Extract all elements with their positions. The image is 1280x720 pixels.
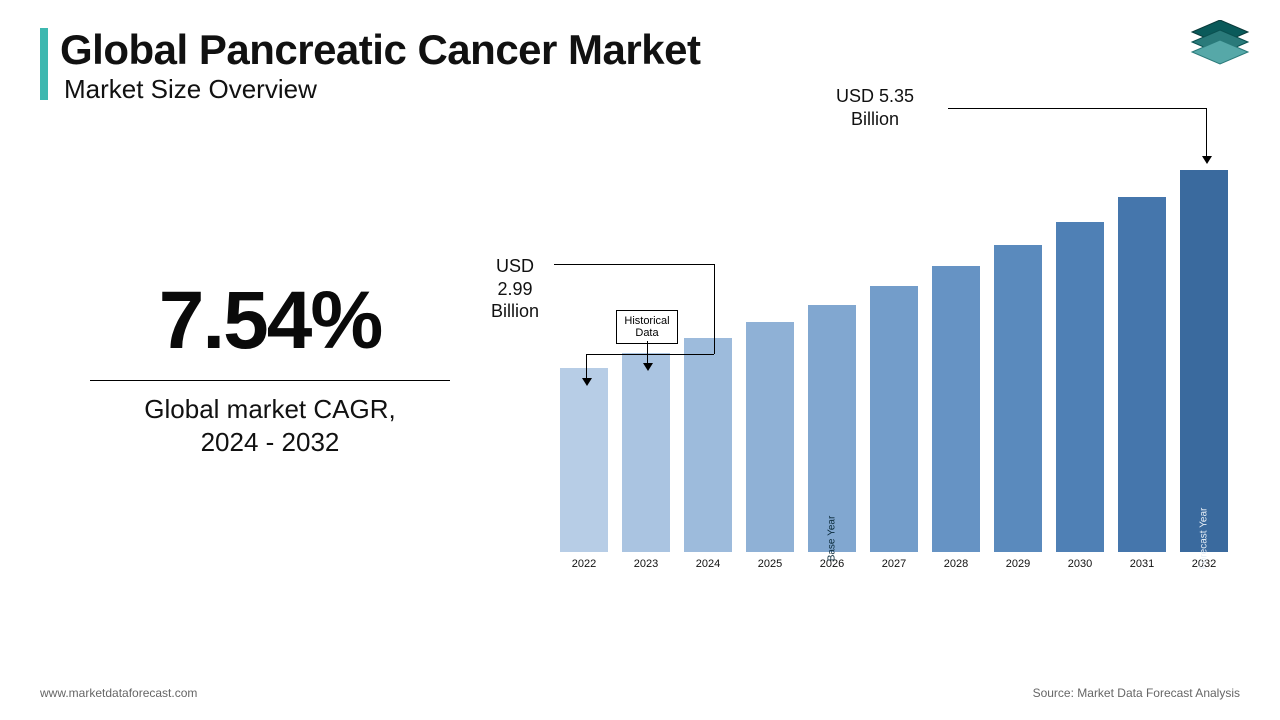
title-stack: Global Pancreatic Cancer Market Market S… — [60, 28, 700, 105]
bar: Base Year — [808, 305, 856, 552]
bar — [746, 322, 794, 552]
bar-group: 2022 2023 2024 2025 Base Year2026 2027 2028 202… — [560, 170, 1240, 570]
bar-column: Base Year2026 — [808, 305, 856, 570]
bar: Forecast Year — [1180, 170, 1228, 552]
cagr-value: 7.54% — [90, 280, 450, 362]
bar — [684, 338, 732, 552]
footer-source: Source: Market Data Forecast Analysis — [1033, 686, 1240, 700]
bar-year-label: 2030 — [1068, 558, 1092, 570]
bar-year-label: 2024 — [696, 558, 720, 570]
cagr-stat-block: 7.54% Global market CAGR,2024 - 2032 — [90, 280, 450, 458]
bar-column: 2023 — [622, 353, 670, 570]
bar-column: 2029 — [994, 245, 1042, 570]
arrow-segment — [586, 354, 587, 380]
bar-year-label: 2022 — [572, 558, 596, 570]
bar-column: 2024 — [684, 338, 732, 570]
arrow-segment — [586, 354, 714, 355]
bar-year-label: 2029 — [1006, 558, 1030, 570]
arrow-head-icon — [643, 363, 653, 371]
bar-column: 2027 — [870, 286, 918, 570]
bar — [1118, 197, 1166, 552]
title-block: Global Pancreatic Cancer Market Market S… — [40, 28, 700, 105]
arrow-segment — [948, 108, 1206, 109]
bar — [560, 368, 608, 552]
bar — [994, 245, 1042, 552]
bar-column: 2030 — [1056, 222, 1104, 570]
stat-divider — [90, 380, 450, 381]
market-size-bar-chart: 2022 2023 2024 2025 Base Year2026 2027 2028 202… — [560, 170, 1240, 600]
bar-year-label: 2025 — [758, 558, 782, 570]
arrow-segment — [554, 264, 714, 265]
callout-start-value: USD2.99Billion — [480, 255, 550, 323]
accent-bar — [40, 28, 48, 100]
bar-inline-label: Forecast Year — [1199, 508, 1210, 570]
cagr-label: Global market CAGR,2024 - 2032 — [90, 393, 450, 458]
bar-column: 2028 — [932, 266, 980, 570]
bar-year-label: 2027 — [882, 558, 906, 570]
bar-column: 2022 — [560, 368, 608, 570]
page-subtitle: Market Size Overview — [64, 74, 700, 105]
page-root: Global Pancreatic Cancer Market Market S… — [0, 0, 1280, 720]
bar — [622, 353, 670, 552]
bar — [870, 286, 918, 552]
historical-data-label: HistoricalData — [616, 310, 678, 344]
arrow-segment — [714, 264, 715, 354]
stack-layers-logo-icon — [1190, 20, 1250, 74]
bar-year-label: 2031 — [1130, 558, 1154, 570]
bar — [1056, 222, 1104, 552]
bar-column: Forecast Year2032 — [1180, 170, 1228, 570]
bar-year-label: 2028 — [944, 558, 968, 570]
arrow-head-icon — [1202, 156, 1212, 164]
bar-year-label: 2023 — [634, 558, 658, 570]
arrow-head-icon — [582, 378, 592, 386]
footer-website: www.marketdataforecast.com — [40, 686, 197, 700]
arrow-segment — [1206, 108, 1207, 158]
page-title: Global Pancreatic Cancer Market — [60, 28, 700, 72]
bar-inline-label: Base Year — [827, 516, 838, 562]
bar-column: 2031 — [1118, 197, 1166, 570]
bar — [932, 266, 980, 552]
callout-end-value: USD 5.35Billion — [810, 85, 940, 130]
bar-column: 2025 — [746, 322, 794, 570]
arrow-segment — [647, 341, 648, 365]
